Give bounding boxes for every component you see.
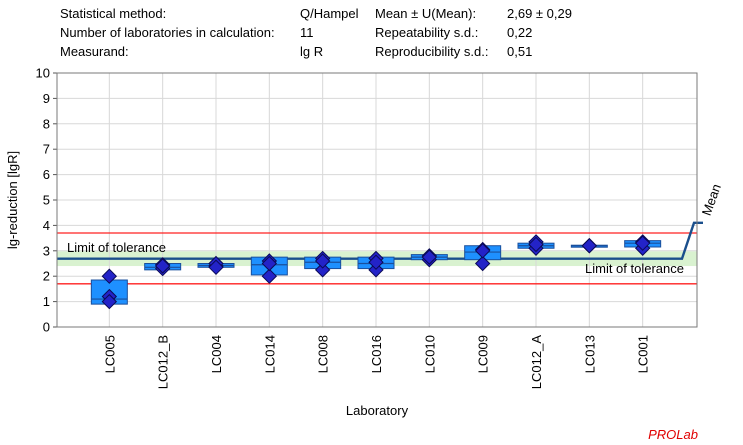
reproducibility-label: Reproducibility s.d.:	[375, 44, 489, 59]
mean-value: 2,69 ± 0,29	[507, 6, 572, 21]
measurand-label: Measurand:	[60, 44, 129, 59]
repeatability-value: 0,22	[507, 25, 533, 40]
plot-border	[56, 72, 698, 328]
y-tick-label: 8	[43, 116, 50, 131]
lab-measurement-point	[474, 243, 491, 259]
x-axis-title: Laboratory	[346, 403, 409, 418]
lab-measurement-point	[101, 268, 118, 284]
x-tick-label: LC012_A	[529, 335, 544, 390]
y-tick-label: 2	[43, 269, 50, 284]
lab-measurement-point	[208, 259, 224, 276]
y-tick-label: 10	[36, 66, 50, 81]
y-tick-label: 4	[43, 218, 50, 233]
x-tick-label: LC014	[262, 335, 277, 373]
method-value: Q/Hampel	[300, 6, 359, 21]
x-tick-label: LC013	[582, 335, 597, 373]
x-tick-label: LC005	[102, 335, 117, 373]
reproducibility-value: 0,51	[507, 44, 533, 59]
x-tick-label: LC004	[209, 335, 224, 373]
lab-measurement-point	[634, 235, 651, 251]
upper-tolerance-label: Limit of tolerance	[67, 240, 166, 255]
y-tick-label: 9	[43, 91, 50, 106]
x-tick-label: LC009	[476, 335, 491, 373]
lab-measurement-point	[528, 236, 544, 253]
prolab-brand: PROLab	[648, 427, 698, 442]
lab-measurement-point	[368, 254, 384, 270]
mean-legend-label: Mean	[699, 182, 724, 218]
x-tick-label: LC016	[369, 335, 384, 373]
x-tick-label: LC001	[636, 335, 651, 373]
lab-measurement-point	[421, 249, 438, 265]
lab-measurement-point	[314, 262, 331, 278]
lab-measurement-point	[261, 255, 278, 272]
y-tick-label: 1	[43, 294, 50, 309]
method-label: Statistical method:	[60, 6, 167, 21]
labs-label: Number of laboratories in calculation:	[60, 25, 275, 40]
x-tick-label: LC010	[422, 335, 437, 373]
y-axis-title: lg-reduction [lgR]	[5, 151, 20, 249]
lab-measurement-point	[261, 268, 278, 284]
measurand-value: lg R	[300, 44, 324, 59]
y-tick-label: 6	[43, 167, 50, 182]
repeatability-label: Repeatability s.d.:	[375, 25, 479, 40]
lab-measurement-point	[101, 293, 118, 310]
lab-measurement-point	[581, 238, 598, 254]
labs-value: 11	[300, 25, 314, 40]
y-tick-label: 3	[43, 243, 50, 258]
mean-label: Mean ± U(Mean):	[375, 6, 477, 21]
lab-measurement-point	[314, 253, 331, 269]
lab-measurement-point	[474, 255, 491, 272]
y-tick-label: 0	[43, 320, 50, 335]
x-tick-label: LC008	[316, 335, 331, 373]
lower-tolerance-label: Limit of tolerance	[585, 261, 684, 276]
y-tick-label: 5	[43, 193, 50, 208]
y-tick-label: 7	[43, 142, 50, 157]
lab-measurement-point	[154, 258, 171, 274]
x-tick-label: LC012_B	[156, 335, 171, 389]
